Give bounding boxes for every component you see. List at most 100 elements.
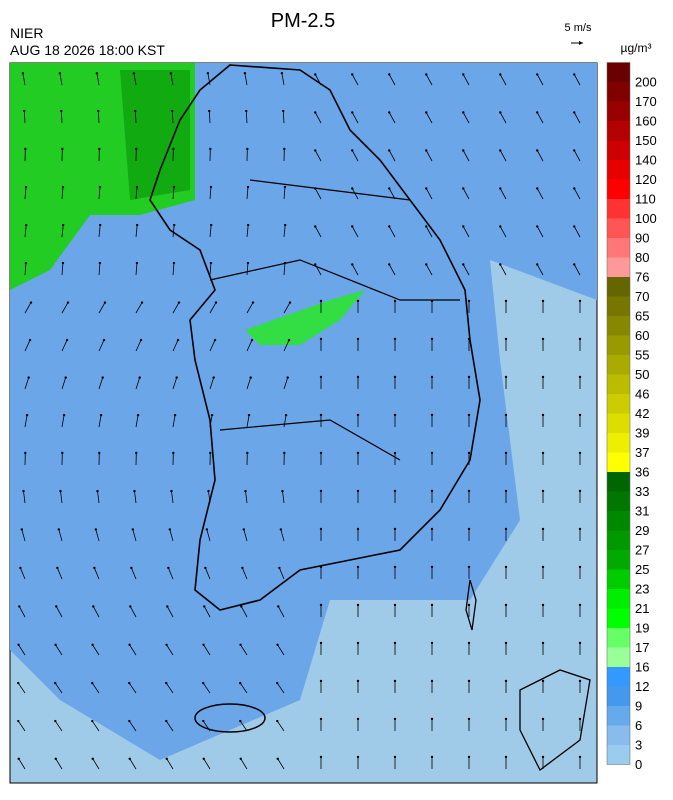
wind-arrow-head xyxy=(468,528,470,530)
colorbar-segment xyxy=(607,297,630,317)
colorbar-segment xyxy=(607,550,630,570)
wind-arrow-head xyxy=(30,301,32,303)
wind-arrow-head xyxy=(394,376,396,378)
wind-arrow-head xyxy=(573,111,575,113)
wind-arrow-head xyxy=(431,414,433,416)
wind-arrow-head xyxy=(133,72,135,74)
wind-arrow-head xyxy=(17,644,19,646)
wind-arrow-head xyxy=(431,642,433,644)
colorbar-segment xyxy=(607,414,630,434)
wind-arrow-head xyxy=(505,376,507,378)
wind-arrow-head xyxy=(394,718,396,720)
wind-arrow-head xyxy=(170,72,172,74)
colorbar-segment xyxy=(607,726,630,746)
wind-arrow-head xyxy=(499,263,501,265)
colorbar-label: 25 xyxy=(635,562,649,577)
colorbar-label: 60 xyxy=(635,328,649,343)
colorbar-label: 80 xyxy=(635,250,649,265)
wind-arrow-head xyxy=(320,566,322,568)
wind-arrow-head xyxy=(101,376,103,378)
wind-arrow-head xyxy=(93,567,95,569)
wind-arrow-head xyxy=(320,718,322,720)
wind-arrow-head xyxy=(505,414,507,416)
wind-arrow-head xyxy=(505,300,507,302)
wind-arrow-head xyxy=(431,566,433,568)
wind-arrow-head xyxy=(166,758,168,760)
wind-arrow-head xyxy=(206,528,208,530)
colorbar-label: 27 xyxy=(635,543,649,558)
wind-arrow-head xyxy=(579,680,581,682)
wind-arrow-head xyxy=(431,756,433,758)
colorbar-label: 170 xyxy=(635,94,657,109)
colorbar-segment xyxy=(607,745,630,765)
wind-arrow-head xyxy=(357,376,359,378)
wind-arrow-head xyxy=(573,73,575,75)
wind-arrow-head xyxy=(542,756,544,758)
wind-arrow-head xyxy=(92,605,94,607)
wind-arrow-head xyxy=(357,490,359,492)
wind-arrow-head xyxy=(276,682,278,684)
wind-arrow-head xyxy=(166,605,168,607)
wind-arrow-head xyxy=(431,300,433,302)
wind-arrow-head xyxy=(579,528,581,530)
wind-arrow-head xyxy=(240,758,242,760)
wind-arrow-head xyxy=(203,605,205,607)
colorbar-label: 12 xyxy=(635,679,649,694)
colorbar-segment xyxy=(607,219,630,239)
colorbar-segment xyxy=(607,160,630,180)
wind-arrow-head xyxy=(320,300,322,302)
wind-arrow-head xyxy=(351,263,353,265)
wind-arrow-head xyxy=(431,376,433,378)
wind-arrow-head xyxy=(425,149,427,151)
wind-arrow-head xyxy=(136,262,138,264)
colorbar-segment xyxy=(607,316,630,336)
wind-arrow-head xyxy=(579,338,581,340)
colorbar-segment xyxy=(607,628,630,648)
wind-arrow-head xyxy=(62,262,64,264)
wind-arrow-head xyxy=(505,680,507,682)
wind-arrow-head xyxy=(23,110,25,112)
colorbar-segment xyxy=(607,609,630,629)
wind-arrow-head xyxy=(394,452,396,454)
wind-arrow-head xyxy=(357,566,359,568)
colorbar-label: 50 xyxy=(635,367,649,382)
wind-arrow-head xyxy=(249,376,251,378)
wind-arrow-head xyxy=(210,224,212,226)
wind-arrow-head xyxy=(357,642,359,644)
wind-arrow-head xyxy=(505,566,507,568)
colorbar-segment xyxy=(607,375,630,395)
colorbar-segment xyxy=(607,433,630,453)
wind-arrow-head xyxy=(394,490,396,492)
wind-scale-arrow xyxy=(571,41,583,45)
wind-arrow-head xyxy=(536,263,538,265)
datetime: AUG 18 2026 18:00 KST xyxy=(10,42,165,58)
wind-arrow-head xyxy=(542,338,544,340)
wind-arrow-head xyxy=(462,263,464,265)
wind-arrow-head xyxy=(542,376,544,378)
wind-arrow-head xyxy=(141,301,143,303)
wind-arrow-head xyxy=(505,338,507,340)
wind-arrow-head xyxy=(18,605,20,607)
wind-arrow-head xyxy=(277,758,279,760)
wind-arrow-head xyxy=(579,490,581,492)
colorbar-label: 100 xyxy=(635,211,657,226)
colorbar-label: 160 xyxy=(635,114,657,129)
wind-arrow-head xyxy=(207,490,209,492)
wind-arrow-head xyxy=(96,72,98,74)
colorbar-label: 140 xyxy=(635,153,657,168)
wind-arrow-head xyxy=(394,680,396,682)
wind-arrow-head xyxy=(573,225,575,227)
wind-arrow-head xyxy=(172,452,174,454)
colorbar-label: 23 xyxy=(635,582,649,597)
wind-arrow-head xyxy=(17,682,19,684)
wind-arrow-head xyxy=(505,604,507,606)
wind-arrow-head xyxy=(536,225,538,227)
wind-arrow-head xyxy=(60,110,62,112)
wind-arrow-head xyxy=(388,263,390,265)
wind-arrow-head xyxy=(283,148,285,150)
colorbar-segment xyxy=(607,472,630,492)
wind-arrow-head xyxy=(165,720,167,722)
wind-arrow-head xyxy=(288,339,290,341)
wind-arrow-head xyxy=(468,452,470,454)
wind-arrow-head xyxy=(357,756,359,758)
